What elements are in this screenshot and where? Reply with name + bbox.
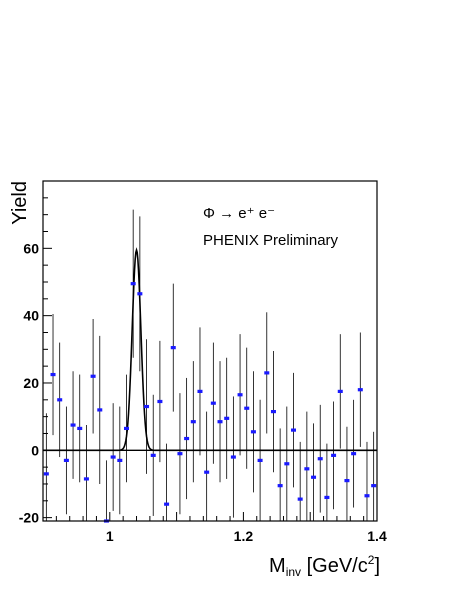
data-point — [117, 458, 123, 463]
data-point — [270, 409, 276, 414]
data-point — [304, 467, 310, 471]
data-point — [190, 420, 196, 424]
data-point — [264, 371, 270, 375]
data-point — [210, 401, 216, 405]
data-point — [224, 416, 230, 420]
data-point — [130, 282, 136, 286]
data-point — [83, 477, 89, 481]
data-point — [284, 462, 290, 466]
fit-curve-layer — [43, 247, 377, 452]
data-point — [297, 497, 303, 501]
y-tick-label: -20 — [19, 510, 39, 526]
data-point — [43, 472, 49, 476]
axis-ticks-layer — [42, 180, 378, 521]
data-point — [337, 389, 343, 393]
data-point — [177, 452, 183, 456]
data-point — [197, 389, 203, 393]
data-point — [331, 453, 337, 457]
data-point — [50, 372, 56, 377]
data-point — [351, 452, 357, 456]
data-point — [257, 458, 263, 463]
data-point — [344, 479, 350, 483]
y-tick-label: 0 — [31, 442, 39, 458]
channel-label: Φ → e⁺ e⁻ — [203, 205, 275, 222]
data-point — [230, 455, 236, 459]
x-tick-label: 1.4 — [367, 528, 387, 544]
data-point — [144, 404, 150, 409]
data-point — [170, 346, 176, 350]
x-tick-label: 1 — [106, 528, 114, 544]
data-point — [77, 426, 83, 431]
data-point — [97, 408, 103, 412]
data-point — [317, 457, 323, 461]
data-points-layer — [43, 282, 377, 523]
data-point — [110, 455, 116, 459]
data-point — [57, 398, 63, 402]
data-point — [364, 494, 370, 498]
data-point — [357, 388, 363, 392]
data-point — [63, 458, 69, 463]
plot-frame — [42, 180, 378, 522]
y-tick-label: 60 — [23, 240, 39, 256]
data-point — [277, 484, 283, 488]
y-axis-title: Yield — [9, 181, 31, 225]
y-tick-label: 20 — [23, 375, 39, 391]
data-point — [244, 406, 250, 410]
data-point — [204, 470, 210, 474]
data-point — [90, 374, 96, 378]
data-point — [324, 495, 330, 500]
data-point — [237, 393, 243, 397]
data-point — [157, 399, 163, 404]
phenix-preliminary-label: PHENIX Preliminary — [203, 232, 339, 249]
y-tick-label: 40 — [23, 308, 39, 324]
data-point — [291, 428, 296, 432]
x-tick-label: 1.2 — [234, 528, 254, 544]
data-point — [311, 475, 317, 479]
data-point — [70, 423, 76, 427]
data-point — [150, 453, 156, 457]
tick-labels-layer: -20 0 20 40 60 1 1.2 1.4 — [19, 240, 387, 544]
data-point — [184, 436, 190, 441]
x-axis-title: Minv [GeV/c2] — [269, 553, 380, 579]
data-point — [217, 420, 223, 424]
gaussian-fit-curve — [43, 247, 377, 452]
data-point — [137, 292, 143, 296]
data-point — [124, 426, 129, 431]
error-bars-layer — [45, 209, 375, 521]
data-point — [164, 502, 170, 506]
data-point — [250, 430, 256, 434]
data-point — [371, 484, 377, 488]
